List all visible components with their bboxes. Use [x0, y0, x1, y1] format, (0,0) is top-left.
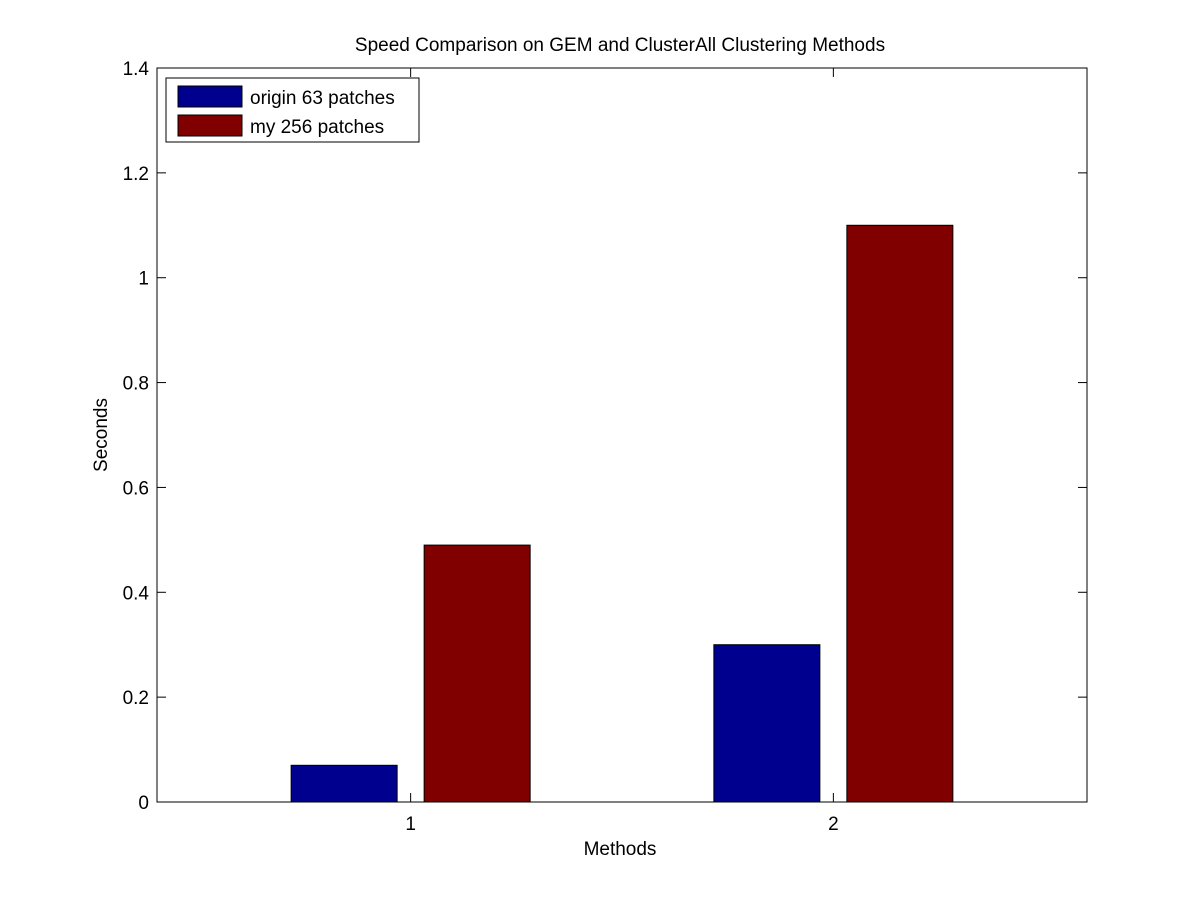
y-tick-label-4: 0.8	[123, 374, 149, 395]
x-axis-label: Methods	[584, 839, 657, 860]
bar-origin-category-2	[713, 644, 821, 803]
plot-frame	[156, 67, 1088, 803]
legend: origin 63 patches my 256 patches	[165, 77, 420, 143]
y-tick-label-5: 1	[138, 269, 149, 290]
legend-swatch-my	[177, 114, 243, 137]
bars-group	[290, 224, 954, 803]
legend-swatch-origin	[177, 85, 243, 108]
ticks-group: 1 2 0 0.2 0.4 0.6 0.8 1 1.2 1.4	[123, 59, 1087, 835]
y-tick-label-6: 1.2	[123, 164, 149, 185]
y-tick-label-2: 0.4	[123, 583, 150, 604]
y-tick-label-0: 0	[138, 793, 149, 814]
legend-label-origin: origin 63 patches	[250, 88, 395, 109]
y-axis-label: Seconds	[91, 398, 112, 472]
x-tick-label-2: 2	[828, 814, 839, 835]
y-tick-label-3: 0.6	[123, 478, 149, 499]
y-tick-label-1: 0.2	[123, 688, 149, 709]
bar-origin-category-1	[290, 764, 398, 803]
legend-label-my: my 256 patches	[250, 117, 384, 138]
bar-my-category-2	[846, 224, 954, 803]
bar-my-category-1	[423, 544, 531, 803]
chart-title: Speed Comparison on GEM and ClusterAll C…	[355, 35, 885, 56]
x-tick-label-1: 1	[405, 814, 416, 835]
y-tick-label-7: 1.4	[123, 59, 150, 80]
